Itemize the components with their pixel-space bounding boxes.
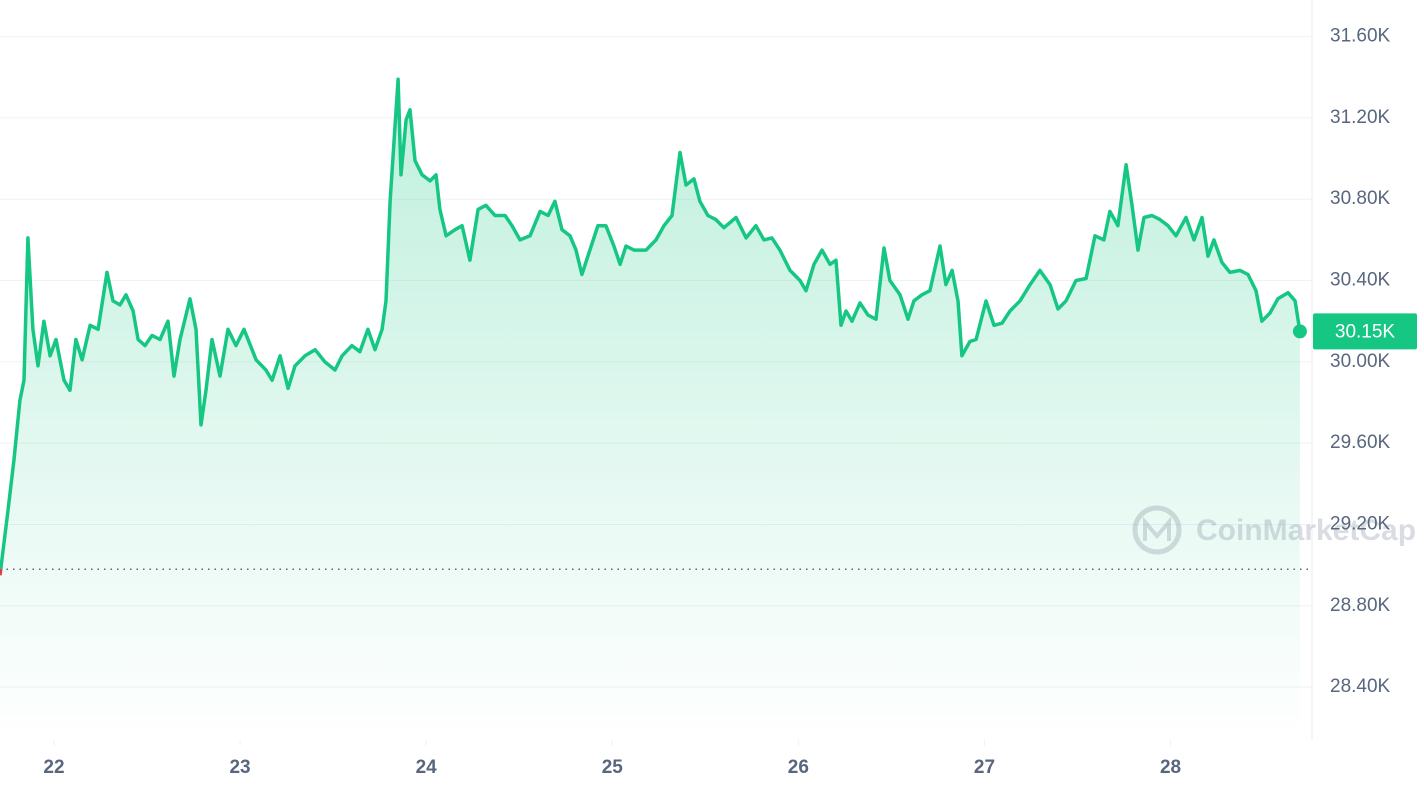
y-tick-label: 31.60K bbox=[1330, 26, 1391, 47]
y-tick-label: 28.40K bbox=[1330, 676, 1391, 697]
price-badge bbox=[1313, 313, 1417, 350]
x-tick-label: 23 bbox=[229, 757, 250, 778]
price-line bbox=[0, 77, 1302, 570]
price-area bbox=[0, 79, 1300, 741]
y-tick-label: 29.60K bbox=[1330, 432, 1391, 453]
y-tick-label: 30.00K bbox=[1330, 351, 1391, 372]
x-tick-label: 22 bbox=[43, 757, 64, 778]
y-tick-label: 29.20K bbox=[1330, 514, 1391, 535]
x-tick-label: 24 bbox=[416, 757, 438, 778]
y-tick-label: 31.20K bbox=[1330, 107, 1391, 128]
x-tick-label: 27 bbox=[974, 757, 995, 778]
last-point bbox=[1292, 324, 1307, 339]
price-badge-label: 30.15K bbox=[1335, 321, 1396, 342]
y-tick-label: 30.40K bbox=[1330, 270, 1391, 291]
watermark: CoinMarketCap bbox=[1132, 505, 1416, 555]
y-tick-label: 30.80K bbox=[1330, 188, 1391, 209]
watermark-text: CoinMarketCap bbox=[1196, 514, 1416, 547]
y-tick-label: 28.80K bbox=[1330, 595, 1391, 616]
x-tick-label: 26 bbox=[788, 757, 809, 778]
x-tick-label: 25 bbox=[602, 757, 624, 778]
x-tick-label: 28 bbox=[1160, 757, 1181, 778]
